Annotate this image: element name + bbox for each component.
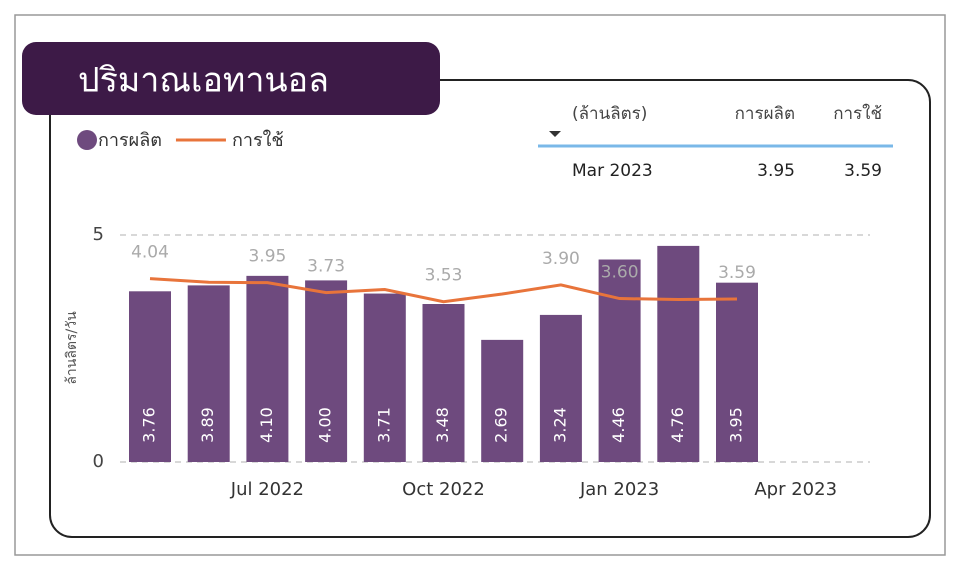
table-header: การใช้: [833, 103, 882, 124]
bar-value-label: 4.76: [668, 407, 687, 443]
x-tick-label: Jan 2023: [579, 479, 659, 500]
bar-value-label: 2.69: [492, 407, 511, 443]
legend-label: การผลิต: [98, 130, 162, 151]
bar: [246, 275, 289, 462]
bar-value-label: 3.89: [198, 407, 217, 443]
table-cell: Mar 2023: [572, 161, 653, 181]
bar: [481, 339, 524, 462]
line-value-label: 3.59: [718, 263, 756, 283]
x-tick-label: Apr 2023: [754, 479, 837, 500]
bar: [363, 293, 406, 462]
bar-value-label: 4.00: [316, 407, 335, 443]
line-value-label: 3.73: [307, 257, 345, 277]
table-header: การผลิต: [735, 104, 795, 124]
title: ปริมาณเอทานอล: [78, 61, 329, 101]
table-cell: 3.95: [757, 161, 795, 181]
bar: [657, 245, 700, 462]
bar: [716, 282, 758, 462]
x-tick-label: Oct 2022: [402, 479, 485, 500]
card: [49, 79, 931, 538]
table-cell: 3.59: [844, 161, 882, 181]
title-tab: [22, 42, 440, 115]
bar: [598, 259, 641, 462]
bar: [305, 280, 348, 462]
bar-value-label: 3.95: [727, 407, 746, 443]
bar-value-label: 3.71: [374, 407, 393, 443]
bar: [422, 304, 465, 462]
line-value-label: 3.60: [601, 263, 639, 283]
line-value-label: 4.04: [131, 243, 169, 263]
y-axis-label: ล้านลิตร/วัน: [64, 311, 80, 385]
line-value-label: 3.53: [425, 266, 463, 286]
legend-label: การใช้: [232, 129, 284, 151]
bar: [129, 291, 171, 462]
bar-value-label: 4.46: [609, 407, 628, 443]
line: [149, 277, 738, 304]
table-header: (ล้านลิตร): [572, 104, 647, 124]
line-value-label: 3.90: [542, 249, 580, 269]
bar-value-label: 3.48: [433, 407, 452, 443]
bar-value-label: 4.10: [257, 407, 276, 443]
legend-swatch: [77, 130, 97, 150]
y-tick-label: 0: [93, 451, 104, 472]
line-value-label: 3.95: [248, 247, 286, 267]
bar-value-label: 3.24: [550, 407, 569, 443]
bar: [187, 285, 230, 462]
frame: [14, 14, 946, 556]
bar-value-label: 3.76: [140, 407, 159, 443]
y-tick-label: 5: [93, 224, 104, 245]
sort-icon: [549, 131, 561, 137]
bar: [539, 314, 582, 462]
x-tick-label: Jul 2022: [230, 479, 304, 500]
